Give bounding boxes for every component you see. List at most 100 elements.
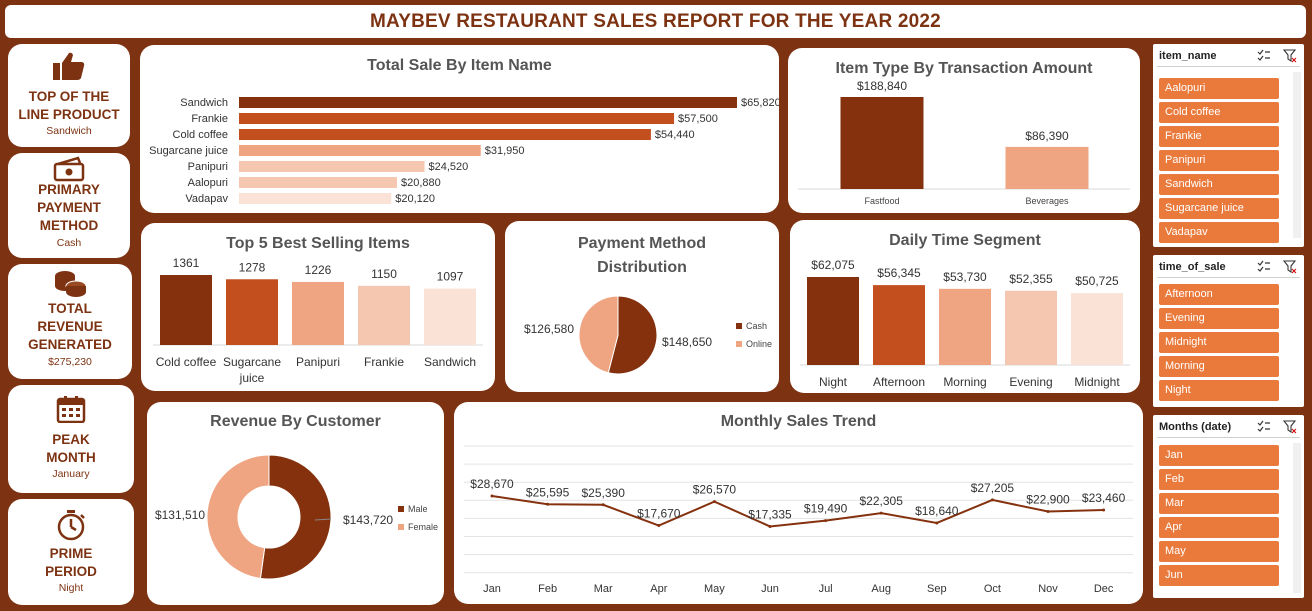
slicer-item[interactable]: Apr: [1159, 517, 1279, 538]
bar-data-label: $54,440: [655, 129, 695, 141]
chart-top5: Top 5 Best Selling Items 1361 Cold coffee…: [141, 223, 495, 391]
kpi-total-revenue: TOTAL REVENUE GENERATED $275,230: [8, 264, 132, 379]
bar-category-label: Aalopuri: [188, 177, 228, 189]
slicer-item[interactable]: Feb: [1159, 469, 1279, 490]
bar-data-label: $20,880: [401, 177, 441, 189]
bar: [807, 277, 859, 365]
kpi-value: Night: [58, 582, 84, 594]
trend-point: [768, 524, 772, 528]
slicer-item[interactable]: Aalopuri: [1159, 78, 1279, 99]
kpi-top-product: TOP OF THE LINE PRODUCT Sandwich: [8, 44, 130, 147]
slice-data-label: $148,650: [662, 335, 712, 349]
slicer-item[interactable]: Panipuri: [1159, 150, 1279, 171]
chart-title: Daily Time Segment: [889, 232, 1041, 249]
slicer-item[interactable]: Sandwich: [1159, 174, 1279, 195]
slicer-item[interactable]: Jan: [1159, 445, 1279, 466]
slicer-item[interactable]: Sugarcane juice: [1159, 198, 1279, 219]
trend-point: [601, 503, 605, 507]
bar-category-label: Panipuri: [296, 355, 340, 369]
x-tick-label: May: [704, 583, 725, 595]
multi-select-icon[interactable]: [1257, 49, 1271, 63]
bar-category-label: Cold coffee: [173, 129, 228, 141]
slicer-item[interactable]: Jun: [1159, 565, 1279, 586]
slicer-item[interactable]: Mar: [1159, 493, 1279, 514]
slicer-item[interactable]: Evening: [1159, 308, 1279, 329]
kpi-title: PRIME PERIOD: [45, 546, 97, 579]
clear-filter-icon[interactable]: [1282, 420, 1297, 434]
chart-title: Revenue By Customer: [210, 413, 381, 430]
legend-label: Male: [408, 504, 428, 514]
coins-icon: [55, 271, 87, 297]
chart-title: Item Type By Transaction Amount: [835, 60, 1093, 77]
monthly-svg: $28,670 Jan $25,595 Feb $25,390 Mar $17,670 Apr…: [464, 445, 1133, 595]
trend-line: [491, 495, 1104, 528]
bar-category-label: Morning: [943, 375, 986, 389]
payment-svg: $148,650 Cash $126,580 Online: [524, 295, 772, 375]
multi-select-icon[interactable]: [1257, 420, 1271, 434]
kpi-prime-period: PRIME PERIOD Night: [8, 499, 134, 605]
slicer-item[interactable]: Vadapav: [1159, 222, 1279, 243]
bar-data-label: $52,355: [1009, 272, 1053, 286]
x-tick-label: Jul: [819, 583, 833, 595]
bar-data-label: 1097: [437, 270, 464, 284]
trend-point: [990, 498, 994, 502]
thumbs-up-icon: [53, 52, 85, 80]
point-data-label: $17,335: [748, 507, 792, 521]
pie-slice: [206, 454, 270, 579]
multi-select-icon[interactable]: [1257, 260, 1271, 274]
bar-category-label: Frankie: [191, 113, 228, 125]
item-type-svg: $188,840 Fastfood $86,390 Beverages: [798, 79, 1130, 206]
bar: [239, 193, 392, 204]
legend-label: Online: [746, 339, 772, 349]
slicer-scrollbar[interactable]: [1293, 443, 1301, 593]
slicer-header: item_name: [1159, 50, 1217, 62]
bar-category-label: Vadapav: [185, 193, 228, 205]
bar-category-label: Beverages: [1025, 196, 1069, 206]
chart-item-type: Item Type By Transaction Amount $188,840…: [788, 48, 1140, 213]
bar-data-label: $188,840: [857, 79, 907, 93]
bar-data-label: 1361: [173, 256, 200, 270]
bar-category-label: Sugarcane juice: [149, 145, 228, 157]
x-tick-label: Jan: [483, 583, 501, 595]
slicer-item[interactable]: Morning: [1159, 356, 1279, 377]
x-tick-label: Mar: [594, 583, 613, 595]
bar-data-label: $20,120: [395, 193, 435, 205]
chart-revenue-customer: Revenue By Customer $143,720 Male $131,510…: [147, 402, 444, 605]
bar-category-label: Panipuri: [188, 161, 228, 173]
slicer-item-name: item_name Aalopuri Cold coffee Frankie Pani…: [1153, 44, 1304, 247]
chart-monthly-trend: Monthly Sales Trend $28,670 Jan $25,595 Feb…: [454, 402, 1143, 604]
point-data-label: $28,670: [470, 477, 514, 491]
pie-slice: [607, 295, 658, 375]
kpi-value: January: [52, 468, 90, 480]
x-tick-label: Apr: [650, 583, 667, 595]
kpi-value: Sandwich: [46, 125, 92, 137]
slice-data-label: $143,720: [343, 513, 393, 527]
kpi-value: $275,230: [48, 356, 92, 368]
chart-title: Top 5 Best Selling Items: [226, 235, 410, 252]
point-data-label: $23,460: [1082, 491, 1126, 505]
slicer-item[interactable]: May: [1159, 541, 1279, 562]
slicer-time-of-sale: time_of_sale Afternoon Evening Midnight Mor…: [1153, 255, 1304, 407]
slicer-item[interactable]: Afternoon: [1159, 284, 1279, 305]
trend-point: [935, 521, 939, 525]
clear-filter-icon[interactable]: [1282, 260, 1297, 274]
slicer-item[interactable]: Night: [1159, 380, 1279, 401]
slicer-item[interactable]: Midnight: [1159, 332, 1279, 353]
slicer-item[interactable]: Cold coffee: [1159, 102, 1279, 123]
clear-filter-icon[interactable]: [1282, 49, 1297, 63]
bar-data-label: 1150: [371, 267, 397, 281]
x-tick-label: Dec: [1094, 583, 1114, 595]
bar: [1071, 293, 1123, 365]
cash-icon: [53, 156, 85, 182]
report-title: MAYBEV RESTAURANT SALES REPORT FOR THE Y…: [5, 5, 1306, 38]
slicer-header: Months (date): [1159, 421, 1232, 433]
chart-sales-by-item: Total Sale By Item Name Sandwich $65,820 F…: [140, 45, 779, 213]
kpi-title: PEAK MONTH: [46, 432, 96, 465]
x-tick-label: Aug: [871, 583, 891, 595]
customer-svg: $143,720 Male $131,510 Female: [155, 454, 438, 580]
slicer-header: time_of_sale: [1159, 261, 1226, 273]
slicer-item[interactable]: Frankie: [1159, 126, 1279, 147]
bar: [873, 285, 925, 365]
bar-category-label: Sandwich: [424, 355, 476, 369]
slice-data-label: $131,510: [155, 508, 205, 522]
